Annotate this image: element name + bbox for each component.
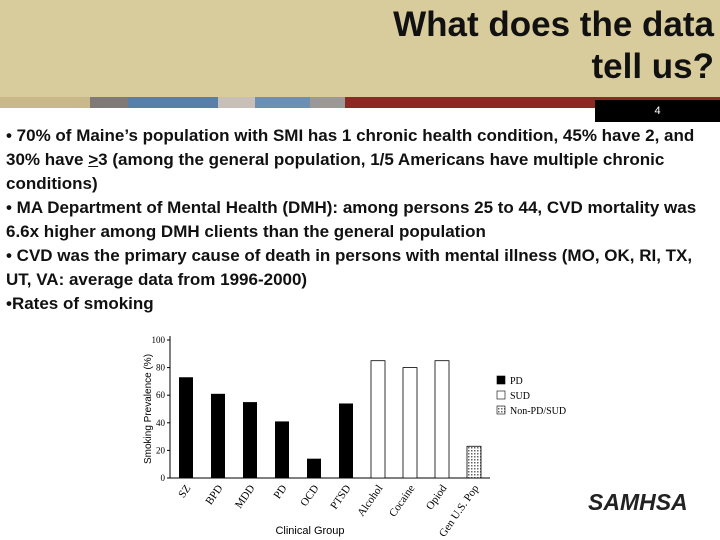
x-tick-label: Opiod xyxy=(424,482,450,512)
bar xyxy=(466,445,482,479)
legend-swatch xyxy=(496,390,506,400)
x-tick-label: BPD xyxy=(203,483,225,507)
bar xyxy=(211,393,225,478)
y-tick-label: 0 xyxy=(161,473,166,483)
bar xyxy=(275,421,289,478)
color-strip xyxy=(0,97,720,108)
bullet-list: • 70% of Maine’s population with SMI has… xyxy=(6,124,716,316)
x-tick-label: PD xyxy=(272,483,290,501)
y-tick-label: 100 xyxy=(152,335,166,345)
y-tick-label: 20 xyxy=(156,445,166,455)
bullet-text: • CVD was the primary cause of death in … xyxy=(6,246,693,289)
bullet: • CVD was the primary cause of death in … xyxy=(6,244,716,292)
bullet-text: 3 (among the general population, 1/5 Ame… xyxy=(6,150,665,193)
legend-swatch xyxy=(496,405,506,415)
bar xyxy=(339,403,353,478)
legend-label: Non-PD/SUD xyxy=(510,406,566,417)
y-tick-label: 40 xyxy=(156,418,166,428)
bar xyxy=(434,360,450,479)
bullet-text: •Rates of smoking xyxy=(6,294,154,313)
x-tick-label: SZ xyxy=(176,483,193,501)
bullet: • MA Department of Mental Health (DMH): … xyxy=(6,196,716,244)
bullet-text: • 70% of Maine’s population with SMI has… xyxy=(6,126,695,169)
bar xyxy=(243,402,257,478)
bar xyxy=(307,458,321,478)
bullet-text: > xyxy=(88,150,99,169)
bar xyxy=(179,377,193,478)
legend-label: SUD xyxy=(510,391,530,402)
page-number: 4 xyxy=(595,100,720,122)
x-axis-label: Clinical Group xyxy=(275,525,344,537)
x-tick-label: Gen U.S. Pop xyxy=(437,482,482,539)
bullet: •Rates of smoking xyxy=(6,292,716,316)
y-axis-label: Smoking Prevalence (%) xyxy=(143,354,154,464)
x-tick-label: Alcohol xyxy=(355,483,385,519)
bar xyxy=(370,360,386,479)
logo: SAMHSA xyxy=(588,489,688,515)
x-tick-label: OCD xyxy=(298,483,321,509)
bullet-text: • MA Department of Mental Health (DMH): … xyxy=(6,198,697,241)
legend-label: PD xyxy=(510,376,523,387)
y-tick-label: 60 xyxy=(156,390,166,400)
slide-title: What does the data tell us? xyxy=(393,4,714,88)
x-tick-label: Cocaine xyxy=(387,483,418,520)
legend-swatch xyxy=(496,375,506,385)
x-tick-label: MDD xyxy=(233,483,258,511)
bullet: • 70% of Maine’s population with SMI has… xyxy=(6,124,716,196)
x-tick-label: PTSD xyxy=(328,483,353,512)
chart-background xyxy=(130,325,570,540)
title-line: What does the data xyxy=(393,5,714,44)
y-tick-label: 80 xyxy=(156,363,166,373)
title-line: tell us? xyxy=(591,47,714,86)
header-band: What does the data tell us? xyxy=(0,0,720,97)
bar xyxy=(402,367,418,479)
